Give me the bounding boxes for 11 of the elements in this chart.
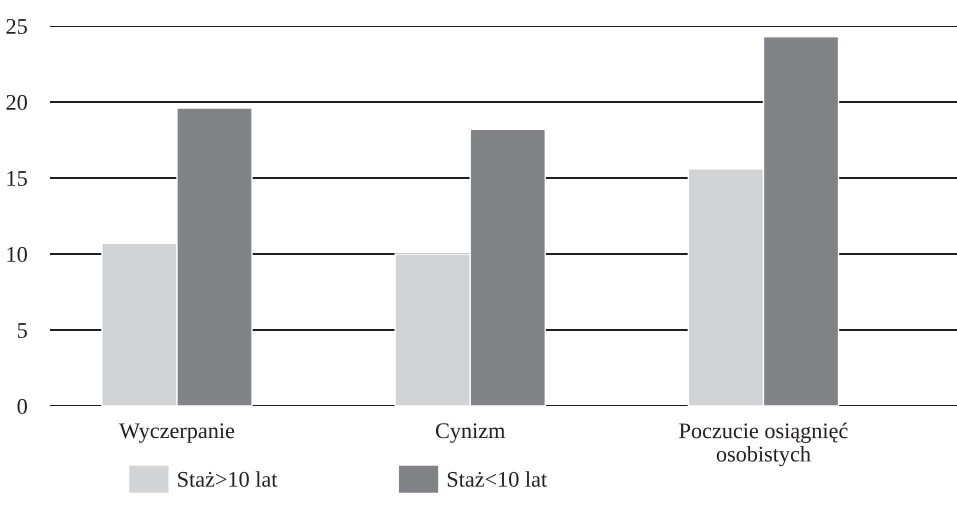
x-tick-label: Cynizm (436, 423, 506, 443)
y-tick-label: 5 (18, 323, 27, 338)
y-tick-label: 0 (18, 398, 27, 414)
x-tick-label: Wyczerpanie (119, 423, 234, 443)
legend-label: Staż<10 lat (448, 471, 547, 487)
legend-label: Staż>10 lat (178, 471, 278, 487)
y-tick-label: 10 (8, 246, 27, 262)
y-tick-label: 15 (8, 171, 27, 186)
y-tick-label: 20 (6, 94, 27, 110)
x-tick-label: Poczucie osiągnięć osobistych (679, 422, 848, 466)
y-tick-label: 25 (6, 18, 27, 34)
